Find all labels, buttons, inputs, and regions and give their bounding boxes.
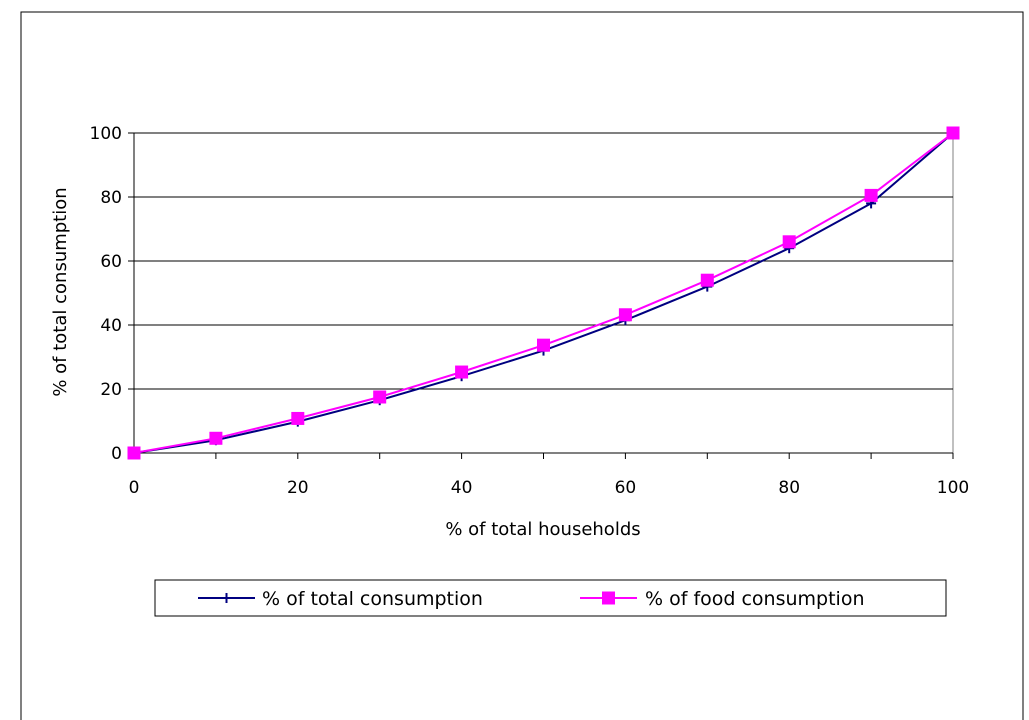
data-point bbox=[864, 188, 878, 202]
legend-item: % of total consumption bbox=[198, 588, 483, 610]
data-point bbox=[946, 126, 960, 140]
top-caption-strip bbox=[0, 0, 1029, 8]
data-point bbox=[618, 308, 632, 322]
legend-swatch-marker bbox=[602, 591, 615, 605]
axis-layer: 0 20 40 60 80 100 0 20 40 60 80 100 bbox=[90, 124, 970, 498]
legend: % of total consumption % of food consumpt… bbox=[154, 579, 947, 617]
data-point bbox=[127, 446, 141, 460]
y-tick-label: 0 bbox=[111, 444, 122, 464]
legend-item: % of food consumption bbox=[580, 588, 865, 610]
x-tick-label: 80 bbox=[778, 478, 800, 498]
data-point bbox=[291, 411, 305, 425]
y-tick-label: 60 bbox=[100, 252, 122, 272]
y-axis-title: % of total consumption bbox=[50, 187, 71, 396]
chart-area-border bbox=[20, 11, 1024, 720]
y-tick-label: 80 bbox=[100, 188, 122, 208]
x-tick-label: 0 bbox=[129, 478, 140, 498]
plot-layer bbox=[133, 132, 954, 454]
y-tick-label: 100 bbox=[90, 124, 122, 144]
series-2 bbox=[127, 126, 960, 460]
series-layer bbox=[127, 126, 960, 460]
x-tick-label: 40 bbox=[451, 478, 473, 498]
y-tick-label: 20 bbox=[100, 380, 122, 400]
legend-label: % of total consumption bbox=[262, 588, 483, 610]
data-point bbox=[373, 390, 387, 404]
x-tick-label: 20 bbox=[287, 478, 309, 498]
plot-area bbox=[133, 132, 954, 454]
data-point bbox=[782, 235, 796, 249]
data-point bbox=[455, 365, 469, 379]
x-tick-label: 100 bbox=[937, 478, 969, 498]
y-tick-label: 40 bbox=[100, 316, 122, 336]
data-point bbox=[209, 431, 223, 445]
data-point bbox=[700, 273, 714, 287]
legend-label: % of food consumption bbox=[645, 588, 865, 610]
legend-box bbox=[154, 579, 947, 617]
data-point bbox=[537, 338, 550, 352]
legend-items: % of total consumption % of food consumpt… bbox=[198, 588, 865, 610]
x-axis-title: % of total households bbox=[445, 519, 640, 540]
legend-swatch-marker bbox=[221, 593, 232, 603]
x-tick-label: 60 bbox=[615, 478, 637, 498]
